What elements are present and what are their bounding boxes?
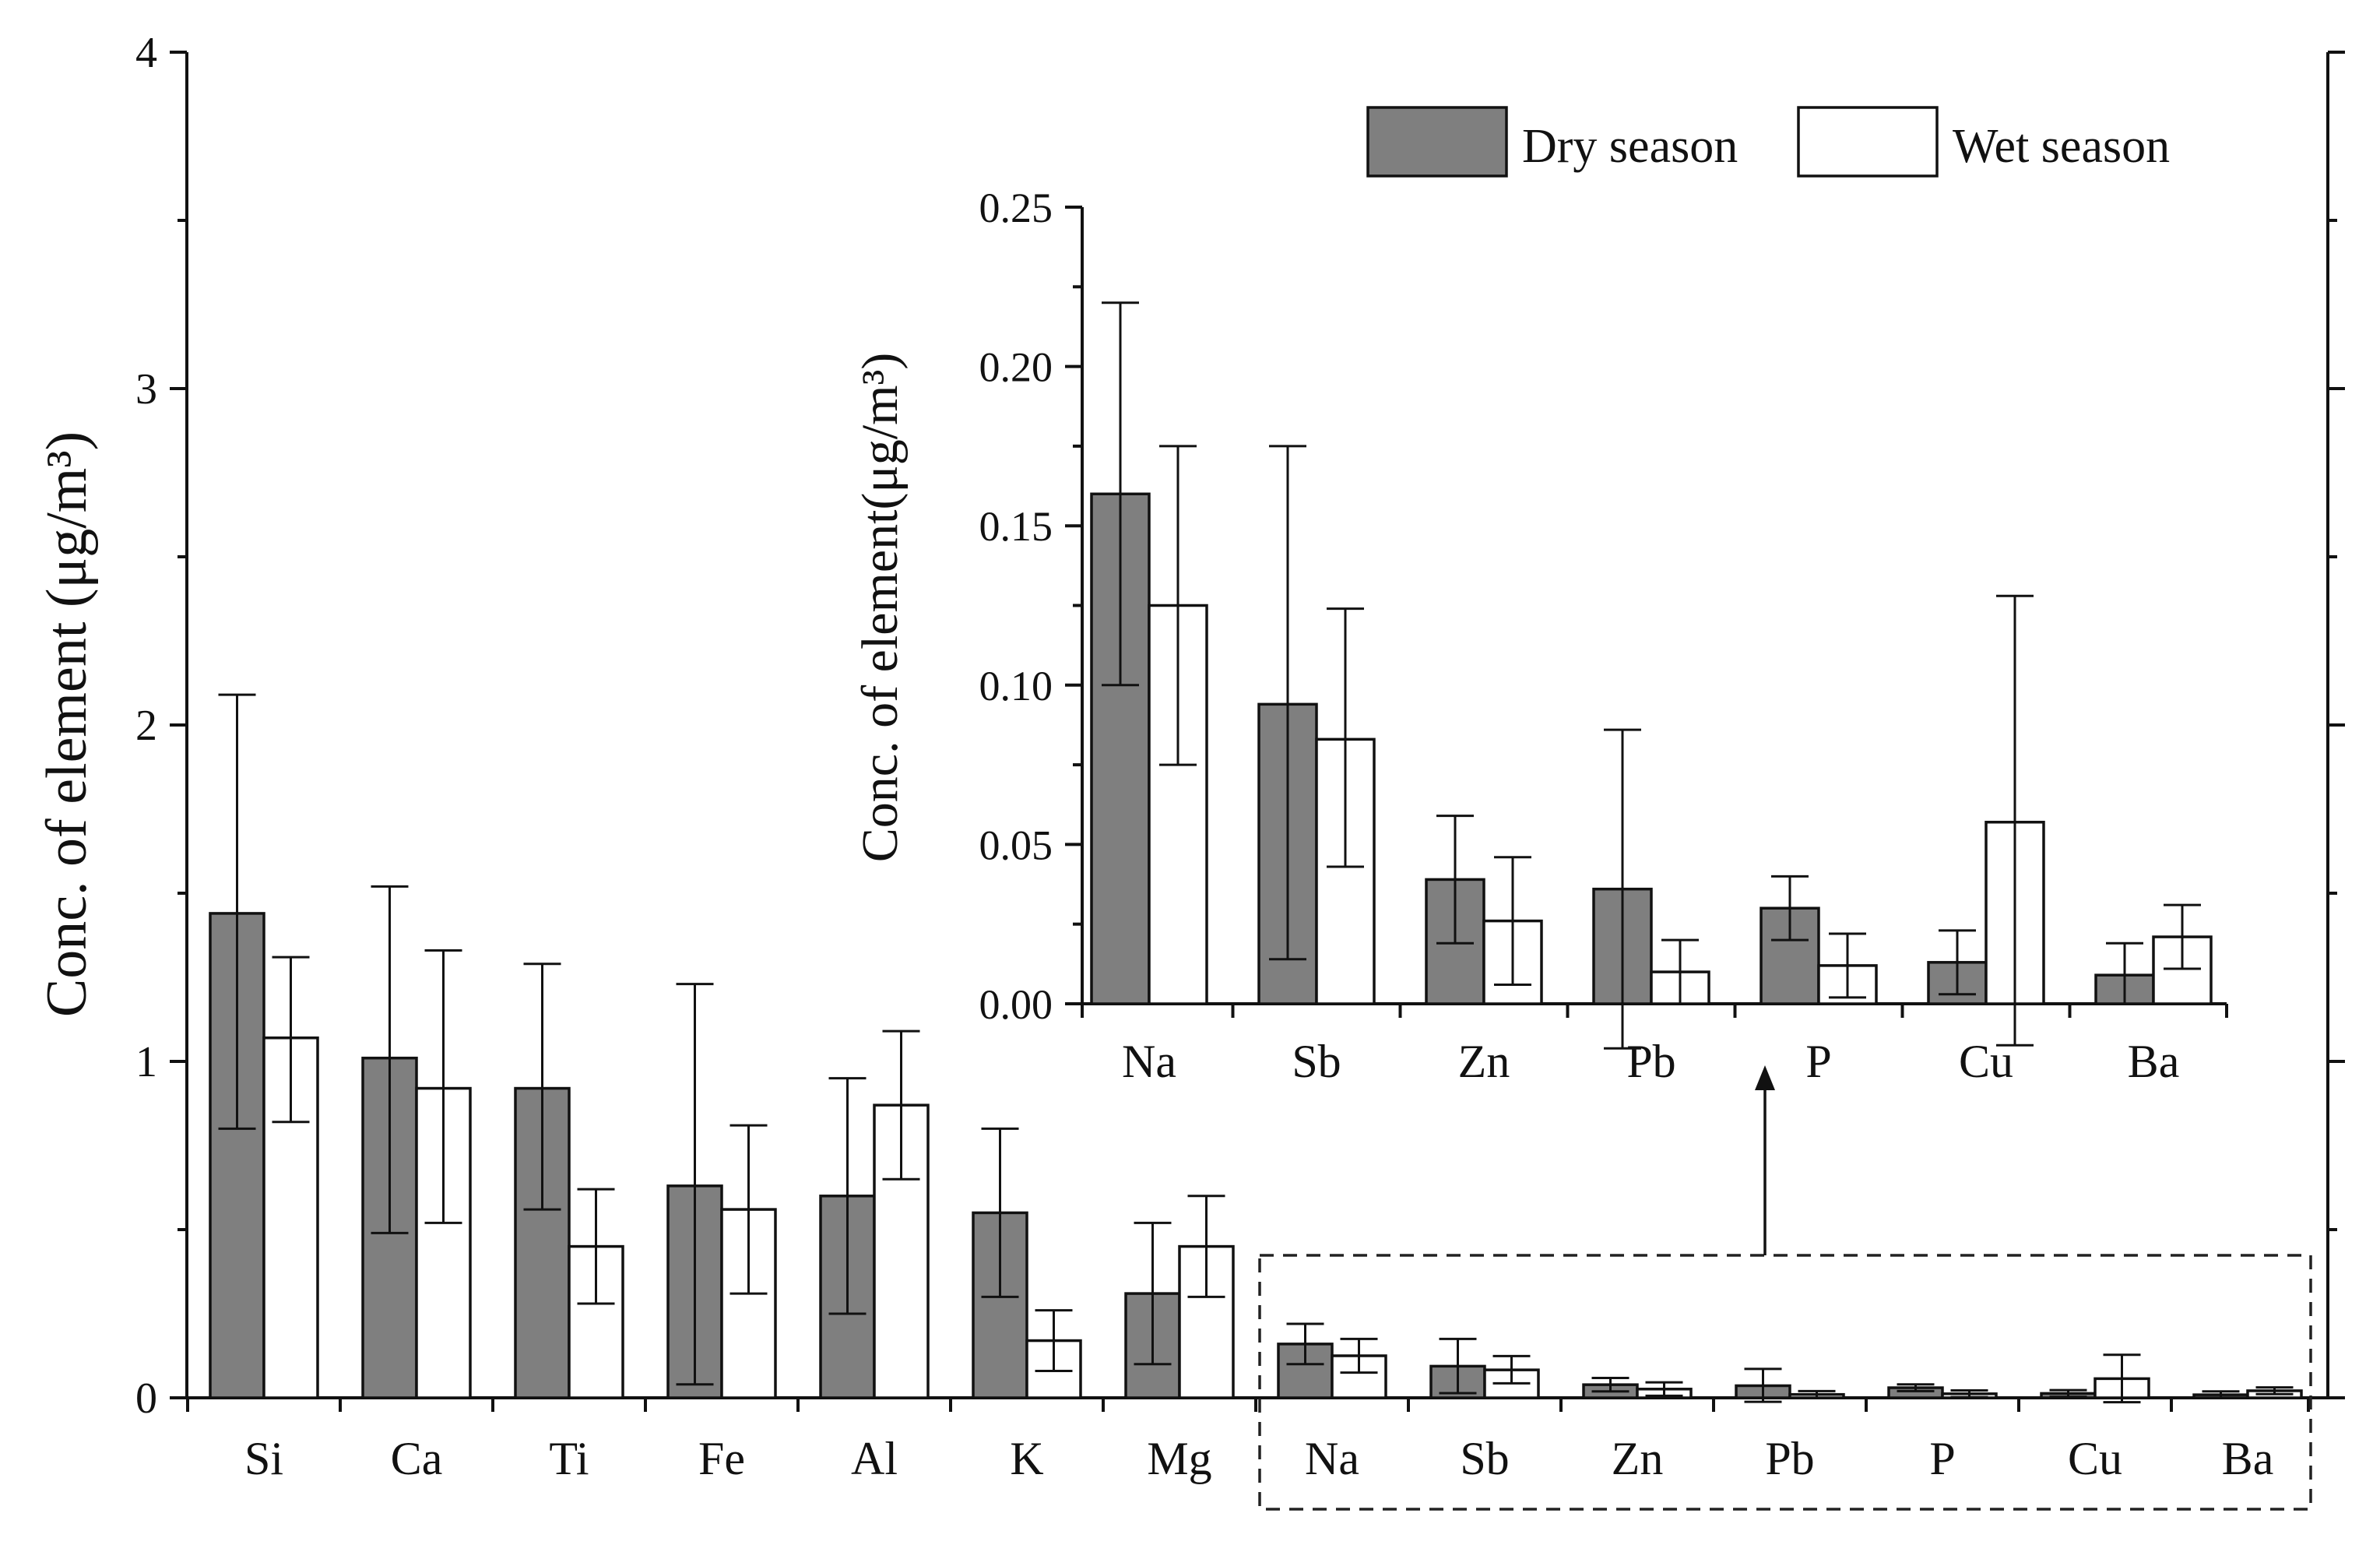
- main-category-label: Fe: [698, 1433, 745, 1484]
- main-category-label: Al: [851, 1433, 898, 1484]
- main-category-label: Ca: [391, 1433, 443, 1484]
- main-category-label: Zn: [1612, 1433, 1664, 1484]
- main-category-label: Cu: [2068, 1433, 2122, 1484]
- legend: Dry season Wet season: [1366, 106, 2170, 178]
- main-category-label: Ti: [549, 1433, 589, 1484]
- inset-category-label: Ba: [2128, 1036, 2180, 1087]
- legend-wet-label: Wet season: [1953, 120, 2170, 173]
- inset-category-label: Zn: [1458, 1036, 1510, 1087]
- main-error-bars: [218, 693, 2294, 1404]
- inset-x-ticks: [1081, 1004, 2228, 1018]
- main-category-label: Mg: [1147, 1433, 1211, 1484]
- inset-category-label: Na: [1122, 1036, 1176, 1087]
- main-y-axis-title: Conc. of element (μg/m³): [35, 431, 99, 1017]
- zoom-region-box: [1258, 1254, 2312, 1511]
- main-y-ticks: 0 1 2 3 4: [135, 29, 2345, 1423]
- inset-category-label: Pb: [1626, 1036, 1675, 1087]
- inset-y-tick-label: 0.25: [979, 185, 1053, 231]
- main-y-tick-label: 0: [135, 1374, 157, 1423]
- inset-category-label: Cu: [1959, 1036, 2013, 1087]
- inset-bars: [1090, 492, 2213, 1005]
- inset-category-label: Sb: [1292, 1036, 1341, 1087]
- main-x-ticks: [186, 1398, 2310, 1412]
- legend-dry-swatch: [1366, 106, 1508, 178]
- inset-y-tick-label: 0.10: [979, 663, 1053, 709]
- inset-category-label: P: [1805, 1036, 1831, 1087]
- main-category-label: Pb: [1765, 1433, 1814, 1484]
- inset-y-axis-title: Conc. of element(μg/m³): [852, 353, 909, 863]
- main-category-label: Ba: [2222, 1433, 2274, 1484]
- inset-y-tick-label: 0.15: [979, 503, 1053, 550]
- inset-y-tick-label: 0.20: [979, 344, 1053, 391]
- main-category-label: Sb: [1460, 1433, 1509, 1484]
- inset-error-bars: [1102, 301, 2201, 1050]
- legend-dry-label: Dry season: [1522, 120, 1738, 173]
- inset-category-labels: Na Sb Zn Pb P Cu Ba: [1122, 1036, 2179, 1087]
- main-category-label: Na: [1305, 1433, 1359, 1484]
- main-category-label: K: [1010, 1433, 1043, 1484]
- inset-y-tick-label: 0.00: [979, 981, 1053, 1028]
- zoom-arrow-head: [1755, 1065, 1775, 1090]
- inset-y-tick-label: 0.05: [979, 822, 1053, 868]
- main-y-tick-label: 2: [135, 702, 157, 750]
- inset-y-ticks: 0.00 0.05 0.10 0.15 0.20 0.25: [979, 185, 1082, 1028]
- main-category-label: P: [1929, 1433, 1955, 1484]
- main-y-tick-label: 1: [135, 1038, 157, 1086]
- main-category-labels: Si Ca Ti Fe Al K Mg Na Sb Zn Pb P Cu Ba: [244, 1433, 2273, 1484]
- main-y-tick-label: 4: [135, 29, 157, 77]
- legend-wet-swatch: [1797, 106, 1939, 178]
- main-y-tick-label: 3: [135, 365, 157, 414]
- main-category-label: Si: [244, 1433, 283, 1484]
